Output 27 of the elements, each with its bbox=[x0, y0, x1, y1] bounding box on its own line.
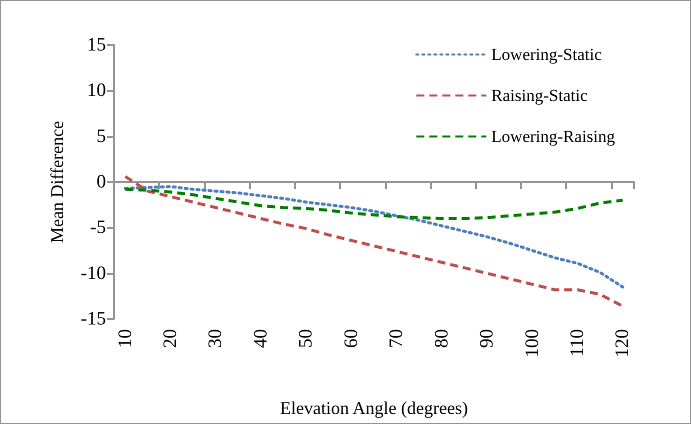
x-tick-label: 90 bbox=[476, 329, 498, 348]
line-series bbox=[124, 188, 624, 220]
x-tick-label: 20 bbox=[160, 329, 182, 348]
line-series bbox=[124, 185, 624, 289]
y-axis-title: Mean Difference bbox=[47, 120, 67, 244]
x-tick-label: 30 bbox=[205, 329, 226, 348]
legend-label: Lowering-Raising bbox=[491, 127, 616, 146]
x-tick-label: 110 bbox=[566, 329, 588, 357]
legend-label: Lowering-Static bbox=[491, 45, 602, 64]
x-tick-label: 40 bbox=[250, 329, 272, 348]
x-tick-label: 120 bbox=[612, 329, 634, 358]
legend-label: Raising-Static bbox=[491, 86, 588, 105]
x-tick-label: 100 bbox=[522, 329, 543, 358]
line-series bbox=[124, 175, 624, 308]
y-tick-label: -5 bbox=[90, 217, 106, 238]
y-tick-label: -15 bbox=[80, 308, 106, 330]
x-axis-title: Elevation Angle (degrees) bbox=[280, 398, 468, 418]
y-tick-label: 10 bbox=[87, 80, 106, 102]
x-tick-label: 60 bbox=[340, 329, 362, 348]
y-tick-label: 5 bbox=[96, 126, 106, 147]
x-tick-label: 10 bbox=[114, 329, 136, 348]
y-tick-label: -10 bbox=[80, 262, 106, 284]
x-tick-label: 80 bbox=[431, 329, 452, 348]
y-tick-label: 15 bbox=[87, 34, 106, 56]
y-tick-label: 0 bbox=[96, 172, 106, 192]
x-tick-label: 70 bbox=[386, 329, 408, 348]
x-tick-label: 50 bbox=[296, 329, 317, 348]
